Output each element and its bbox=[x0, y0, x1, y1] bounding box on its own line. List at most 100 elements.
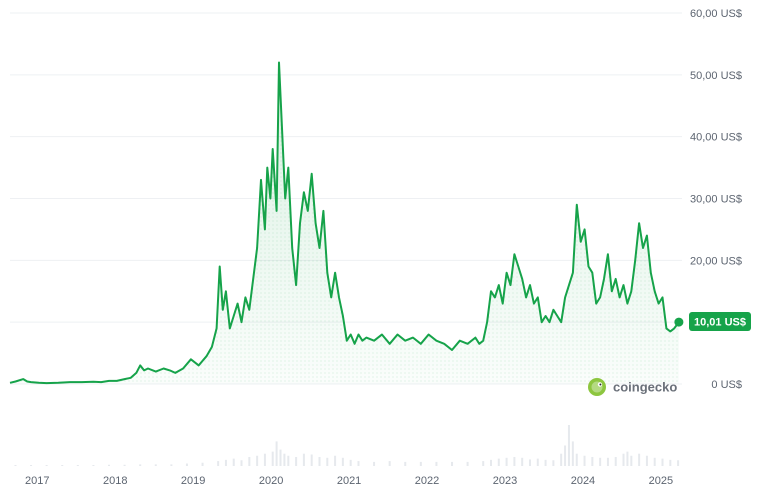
volume-bar bbox=[528, 459, 531, 466]
volume-bar bbox=[154, 464, 157, 466]
price-line-group bbox=[9, 61, 684, 385]
volume-bar bbox=[614, 456, 617, 466]
y-tick-label: 30,00 US$ bbox=[690, 194, 742, 206]
x-tick-label: 2024 bbox=[571, 475, 595, 487]
volume-bars bbox=[14, 425, 680, 466]
volume-bar bbox=[560, 453, 563, 466]
volume-bar bbox=[466, 461, 469, 466]
y-tick-label: 60,00 US$ bbox=[690, 8, 742, 20]
volume-bar bbox=[599, 457, 602, 466]
x-tick-label: 2019 bbox=[181, 475, 205, 487]
volume-bar bbox=[490, 459, 493, 466]
volume-bar bbox=[217, 461, 220, 466]
gecko-logo-icon bbox=[588, 378, 606, 396]
volume-bar bbox=[567, 425, 570, 466]
volume-bar bbox=[482, 461, 485, 466]
volume-bar bbox=[108, 464, 111, 466]
volume-bar bbox=[14, 465, 17, 466]
volume-bar bbox=[232, 458, 235, 466]
price-area-dots bbox=[10, 62, 679, 384]
price-badge-bg bbox=[689, 312, 751, 331]
y-tick-label: 40,00 US$ bbox=[690, 132, 742, 144]
volume-bar bbox=[341, 457, 344, 466]
x-tick-label: 2023 bbox=[493, 475, 517, 487]
volume-bar bbox=[256, 455, 259, 466]
x-tick-label: 2017 bbox=[25, 475, 49, 487]
volume-bar bbox=[224, 459, 227, 466]
volume-bar bbox=[505, 457, 508, 466]
volume-bar bbox=[653, 457, 656, 466]
volume-bar bbox=[185, 463, 188, 466]
price-line bbox=[9, 61, 680, 385]
volume-bar bbox=[373, 461, 376, 466]
volume-bar bbox=[536, 458, 539, 466]
volume-bar bbox=[76, 465, 79, 466]
volume-bar bbox=[139, 464, 142, 466]
volume-bar bbox=[45, 465, 48, 466]
volume-bar bbox=[626, 451, 629, 466]
volume-bar bbox=[310, 454, 313, 466]
current-price-badge: 10,01 US$ bbox=[689, 312, 751, 331]
volume-bar bbox=[575, 453, 578, 466]
y-axis: 0 US$ 20,00 US$ 30,00 US$ 40,00 US$ 50,00 US… bbox=[690, 8, 742, 391]
volume-bar bbox=[661, 458, 664, 466]
coingecko-watermark: coingecko bbox=[588, 378, 677, 396]
volume-bar bbox=[318, 456, 321, 466]
volume-bar bbox=[497, 458, 500, 466]
volume-bar bbox=[61, 465, 64, 466]
y-tick-label: 0 US$ bbox=[711, 379, 742, 391]
volume-bar bbox=[349, 459, 352, 466]
volume-bar bbox=[388, 461, 391, 466]
x-tick-label: 2018 bbox=[103, 475, 127, 487]
volume-bar bbox=[451, 461, 454, 466]
brand-name: coingecko bbox=[613, 380, 677, 395]
volume-bar bbox=[240, 460, 243, 466]
volume-bar bbox=[201, 462, 204, 466]
volume-bar bbox=[334, 455, 337, 466]
volume-bar bbox=[279, 449, 282, 466]
volume-bar bbox=[248, 456, 251, 466]
volume-bar bbox=[571, 441, 574, 466]
volume-bar bbox=[669, 459, 672, 466]
x-tick-label: 2020 bbox=[259, 475, 283, 487]
volume-bar bbox=[263, 453, 266, 466]
volume-bar bbox=[271, 451, 274, 466]
volume-bar bbox=[583, 455, 586, 466]
volume-bar bbox=[622, 453, 625, 466]
x-tick-label: 2021 bbox=[337, 475, 361, 487]
volume-bar bbox=[275, 441, 278, 466]
volume-bar bbox=[283, 453, 286, 466]
last-price-dot bbox=[674, 317, 684, 327]
volume-bar bbox=[357, 461, 360, 466]
volume-bar bbox=[302, 453, 305, 466]
volume-bar bbox=[677, 460, 680, 466]
volume-bar bbox=[295, 456, 298, 466]
grid-lines bbox=[10, 12, 682, 385]
volume-bar bbox=[513, 456, 516, 466]
volume-bar bbox=[645, 455, 648, 466]
volume-bar bbox=[30, 465, 33, 466]
volume-bar bbox=[419, 461, 422, 466]
volume-bar bbox=[287, 455, 290, 466]
x-tick-label: 2022 bbox=[415, 475, 439, 487]
volume-bar bbox=[326, 457, 329, 466]
price-area bbox=[10, 62, 679, 384]
volume-bar bbox=[638, 453, 641, 466]
x-axis: 2017 2018 2019 2020 2021 2022 2023 2024 2025 bbox=[25, 475, 673, 487]
volume-bar bbox=[435, 461, 438, 466]
volume-bar bbox=[521, 457, 524, 466]
volume-bar bbox=[630, 455, 633, 466]
y-tick-label: 20,00 US$ bbox=[690, 255, 742, 267]
volume-bar bbox=[552, 460, 555, 466]
volume-bar bbox=[606, 457, 609, 466]
volume-bar bbox=[123, 464, 126, 466]
volume-bar bbox=[564, 445, 567, 466]
y-tick-label: 50,00 US$ bbox=[690, 70, 742, 82]
volume-bar bbox=[170, 464, 173, 466]
volume-bar bbox=[591, 456, 594, 466]
volume-bar bbox=[544, 459, 547, 466]
volume-bar bbox=[92, 465, 95, 466]
volume-bar bbox=[404, 461, 407, 466]
x-tick-label: 2025 bbox=[649, 475, 673, 487]
